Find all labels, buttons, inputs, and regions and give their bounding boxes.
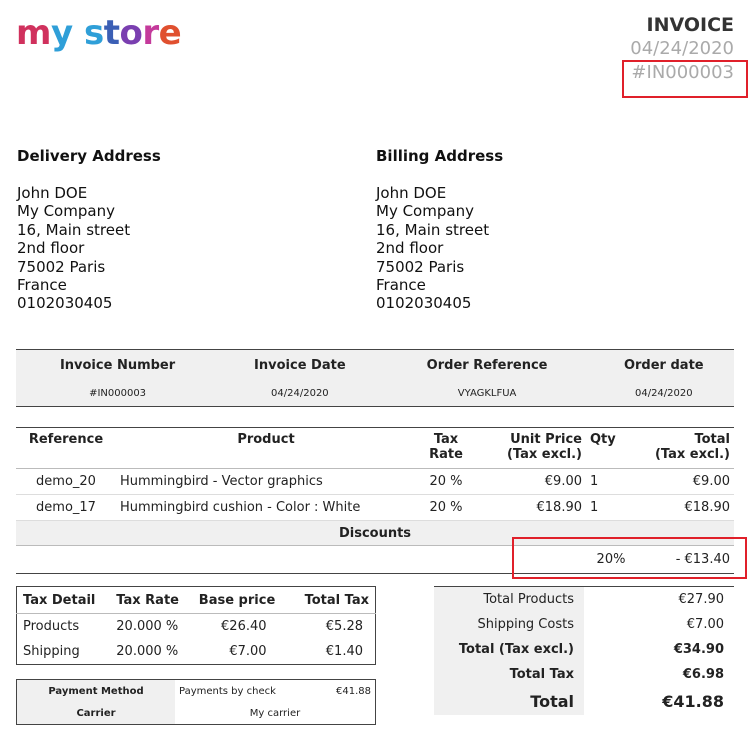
totals-table: Total Products €27.90 Shipping Costs €7.… [434,586,734,715]
totals-row: Total (Tax excl.) €34.90 [434,637,734,662]
row-unit-price: €18.90 [476,494,586,521]
store-logo: my store [16,13,182,53]
tax-cell: Products [23,619,80,634]
totals-row: Total Products €27.90 [434,586,734,612]
billing-line: 16, Main street [376,220,490,239]
col-reference: Reference [16,427,116,469]
col-product: Product [116,427,416,469]
col-qty: Qty [586,427,636,469]
totals-row: Total Tax €6.98 [434,662,734,687]
payment-method-amount: €41.88 [336,685,371,697]
tax-header: Tax Rate [110,586,193,614]
summary-header: Order date [593,349,734,380]
payment-table: Payment Method Payments by check €41.88 … [16,679,376,725]
billing-line: France [376,276,426,295]
summary-header: Invoice Number [16,349,220,380]
billing-line: 0102030405 [376,294,472,313]
summary-header: Order Reference [380,349,594,380]
totals-label: Total Tax [434,662,584,687]
table-row: demo_17 Hummingbird cushion - Color : Wh… [16,494,734,521]
billing-address: John DOE My Company 16, Main street 2nd … [376,184,489,313]
billing-line: My Company [376,202,474,221]
row-tax-rate: 20 % [416,494,476,521]
totals-label: Total Products [434,586,584,612]
billing-line: 75002 Paris [376,257,465,276]
summary-header: Invoice Date [219,349,381,380]
col-total: Total (Tax excl.) [636,427,734,469]
row-tax-rate: 20 % [416,468,476,495]
payment-method-value: Payments by check [179,685,276,697]
delivery-line: My Company [17,202,115,221]
table-row: Products 20.000 % €26.40 €5.28 [17,614,376,640]
tax-cell: €1.40 [325,644,363,659]
row-product: Hummingbird - Vector graphics [116,468,416,495]
tax-cell: Shipping [23,644,80,659]
totals-value: €27.90 [678,592,725,607]
table-row: demo_20 Hummingbird - Vector graphics 20… [16,468,734,495]
row-reference: demo_20 [16,468,116,495]
tax-cell: €26.40 [221,619,267,634]
delivery-line: France [17,276,67,295]
col-unit-price: Unit Price (Tax excl.) [476,427,586,469]
row-qty: 1 [586,468,636,495]
totals-value: €34.90 [673,642,724,657]
billing-line: John DOE [376,184,447,202]
discount-amount: - €13.40 [636,545,734,574]
table-row: Shipping 20.000 % €7.00 €1.40 [17,639,376,665]
summary-invoice-date: 04/24/2020 [219,380,381,407]
totals-value: €6.98 [682,667,724,682]
row-product: Hummingbird cushion - Color : White [116,494,416,521]
tax-cell: 20.000 % [116,619,179,634]
row-total: €18.90 [636,494,734,521]
invoice-title: INVOICE [646,14,735,36]
summary-order-date: 04/24/2020 [593,380,734,407]
tax-cell: 20.000 % [116,644,179,659]
carrier-label: Carrier [16,702,175,725]
row-reference: demo_17 [16,494,116,521]
row-unit-price: €9.00 [476,468,586,495]
delivery-line: 16, Main street [17,220,131,239]
invoice-number-highlight [622,60,748,98]
product-table: Reference Product Tax Rate Unit Price (Tax… [16,427,734,574]
billing-address-heading: Billing Address [376,147,504,165]
tax-cell: €5.28 [325,619,363,634]
invoice-date: 04/24/2020 [630,38,734,59]
invoice-summary-table: Invoice Number Invoice Date Order Refere… [16,349,734,407]
summary-invoice-number: #IN000003 [16,380,220,407]
delivery-line: John DOE [17,184,88,202]
discount-rate: 20% [586,545,636,574]
row-total: €9.00 [636,468,734,495]
delivery-line: 2nd floor [17,239,85,258]
grand-total-row: Total €41.88 [434,687,734,715]
delivery-address-heading: Delivery Address [17,147,161,165]
billing-line: 2nd floor [376,239,444,258]
tax-header: Base price [192,586,291,614]
carrier-value: My carrier [249,707,301,719]
tax-header: Tax Detail [16,586,111,614]
grand-total-label: Total [434,687,584,715]
totals-label: Total (Tax excl.) [434,637,584,662]
totals-label: Shipping Costs [434,612,584,637]
tax-detail-table: Tax Detail Tax Rate Base price Total Tax… [16,586,376,665]
col-tax-rate: Tax Rate [416,427,476,469]
discounts-heading: Discounts [16,520,734,546]
delivery-address: John DOE My Company 16, Main street 2nd … [17,184,130,313]
discount-highlight [512,537,747,579]
totals-value: €7.00 [686,617,724,632]
invoice-number: #IN000003 [631,62,734,83]
tax-header: Total Tax [290,586,376,614]
totals-row: Shipping Costs €7.00 [434,612,734,637]
payment-method-label: Payment Method [16,679,175,702]
tax-cell: €7.00 [229,644,267,659]
row-qty: 1 [586,494,636,521]
summary-order-reference: VYAGKLFUA [380,380,594,407]
delivery-line: 0102030405 [17,294,113,313]
delivery-line: 75002 Paris [17,257,106,276]
grand-total-value: €41.88 [662,691,724,711]
